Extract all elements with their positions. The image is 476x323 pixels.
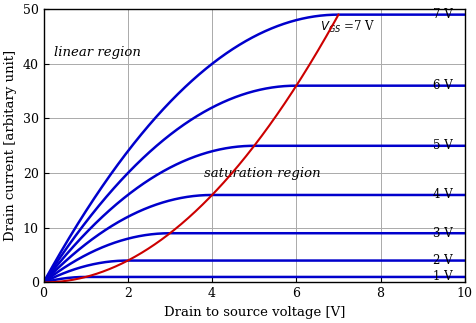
- Text: 2 V: 2 V: [433, 254, 452, 267]
- Text: 5 V: 5 V: [432, 139, 452, 152]
- Text: linear region: linear region: [54, 47, 141, 59]
- Text: 4 V: 4 V: [432, 189, 452, 202]
- Text: 7 V: 7 V: [432, 8, 452, 21]
- Text: 6 V: 6 V: [432, 79, 452, 92]
- Text: saturation region: saturation region: [203, 167, 319, 180]
- Text: 1 V: 1 V: [433, 270, 452, 284]
- Y-axis label: Drain current [arbitary unit]: Drain current [arbitary unit]: [4, 50, 17, 241]
- Text: 3 V: 3 V: [432, 227, 452, 240]
- X-axis label: Drain to source voltage [V]: Drain to source voltage [V]: [163, 306, 344, 319]
- Text: $V_{GS}$ =7 V: $V_{GS}$ =7 V: [319, 19, 374, 35]
